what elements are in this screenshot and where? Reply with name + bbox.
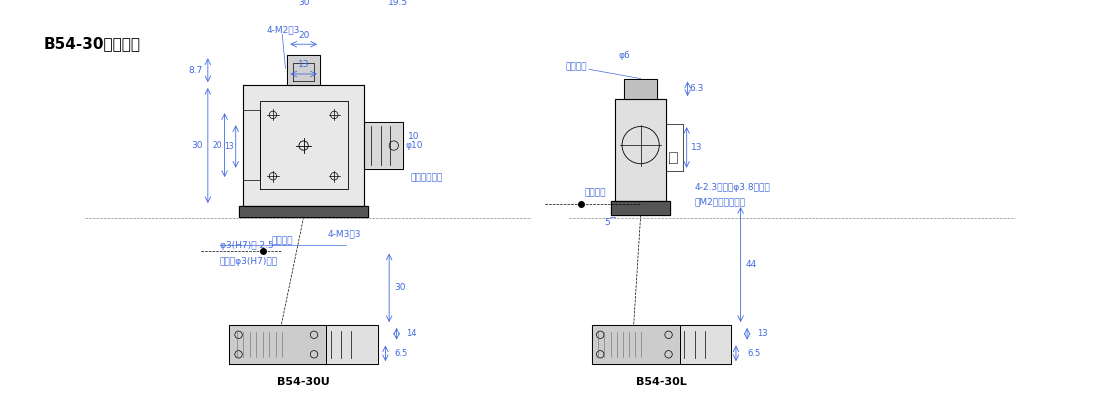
Text: φ3(H7)深 2.5: φ3(H7)深 2.5: [220, 241, 274, 250]
Text: 30: 30: [191, 141, 204, 150]
Text: B54-30シリーズ: B54-30シリーズ: [43, 36, 141, 51]
Text: 13: 13: [691, 143, 703, 152]
Text: 回転中心: 回転中心: [584, 189, 606, 198]
Text: 10: 10: [408, 132, 419, 141]
Text: 44: 44: [746, 260, 757, 269]
Text: 20: 20: [212, 140, 222, 150]
Text: 5: 5: [605, 218, 610, 227]
Text: 4-2.3キリ、φ3.8ザグリ: 4-2.3キリ、φ3.8ザグリ: [694, 183, 770, 192]
Text: （M2用ボルト穴）: （M2用ボルト穴）: [694, 197, 745, 206]
Text: 13: 13: [298, 60, 309, 69]
Text: B54-30L: B54-30L: [636, 377, 686, 387]
Text: クランプ: クランプ: [565, 62, 587, 71]
Text: φ6: φ6: [619, 51, 630, 60]
Text: φ10: φ10: [406, 141, 424, 150]
Text: 13: 13: [757, 329, 768, 338]
Text: B54-30U: B54-30U: [277, 377, 330, 387]
Text: 19.5: 19.5: [387, 0, 408, 7]
Text: 20: 20: [298, 31, 309, 39]
Text: 6.3: 6.3: [690, 84, 704, 94]
Text: 4-M2深3: 4-M2深3: [266, 25, 300, 34]
Text: 14: 14: [406, 329, 417, 338]
Text: 8.7: 8.7: [189, 66, 204, 75]
Text: 6.5: 6.5: [395, 349, 408, 358]
Text: 30: 30: [394, 283, 405, 292]
Text: 送り用ツマミ: 送り用ツマミ: [410, 174, 443, 182]
Text: 回転中心: 回転中心: [272, 236, 294, 245]
Text: 6.5: 6.5: [747, 349, 760, 358]
Text: 30: 30: [298, 0, 309, 7]
Text: 13: 13: [224, 142, 234, 151]
Text: 4-M3深3: 4-M3深3: [328, 229, 361, 238]
Text: 裏ヨリφ3(H7)深２: 裏ヨリφ3(H7)深２: [220, 257, 278, 266]
